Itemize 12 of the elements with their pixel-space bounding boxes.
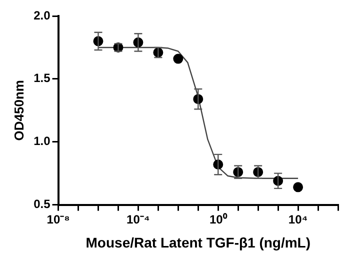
- point: [293, 182, 304, 192]
- y-tick-label: 2.0: [34, 8, 51, 22]
- x-tick-label: 10⁰: [209, 212, 228, 226]
- x-tick-label: 10⁴: [288, 212, 308, 226]
- y-tick-label: 1.0: [34, 134, 51, 148]
- x-axis-title: Mouse/Rat Latent TGF-β1 (ng/mL): [86, 234, 311, 250]
- x-tick-label: 10⁻⁸: [46, 212, 70, 226]
- y-tick-label: 1.5: [34, 71, 51, 86]
- point: [173, 54, 184, 64]
- x-tick-label: 10⁻⁴: [126, 212, 150, 226]
- y-axis-title: OD450nm: [11, 80, 26, 141]
- y-tick-label: 0.5: [34, 197, 51, 212]
